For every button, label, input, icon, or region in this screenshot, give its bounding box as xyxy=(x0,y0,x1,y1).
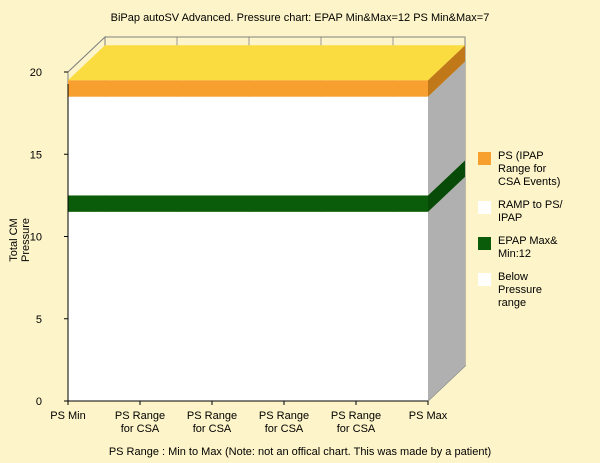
x-tick-label: PS Range for CSA xyxy=(331,410,381,435)
green-square-icon xyxy=(478,237,491,250)
gridline-side xyxy=(67,36,106,73)
x-tick-label-line: PS Range xyxy=(259,410,309,422)
series-2 xyxy=(68,61,465,196)
series-area-side xyxy=(428,176,465,401)
legend-item: EPAP Max& Min:12 xyxy=(478,235,596,261)
legend-label: RAMP to PS/IPAP xyxy=(498,199,563,225)
white-square-icon xyxy=(478,273,491,286)
x-tick-label: PS Range for CSA xyxy=(259,410,309,435)
series-3 xyxy=(68,45,465,97)
chart-series xyxy=(68,45,465,401)
y-tick-label: 5 xyxy=(36,314,42,326)
x-tick-label-line: for CSA xyxy=(121,423,160,435)
x-tick-label-line: for CSA xyxy=(337,423,376,435)
white-square-icon xyxy=(478,201,491,214)
x-tick-label: PS Min xyxy=(50,410,85,422)
x-tick-label: PS Range for CSA xyxy=(187,410,237,435)
legend-label-line: Pressure xyxy=(498,284,543,296)
series-area-front xyxy=(68,96,428,196)
series-area-front xyxy=(68,211,428,401)
x-tick-label-line: PS Range xyxy=(187,410,237,422)
series-area-side xyxy=(428,45,465,97)
x-tick-label-line: PS Range xyxy=(331,410,381,422)
x-tick-label: PS Max xyxy=(409,410,448,422)
y-axis-label-line: Pressure xyxy=(20,218,32,262)
orange-square-icon xyxy=(478,152,491,165)
series-area-front xyxy=(68,195,428,212)
legend-label: Below Pressure range xyxy=(498,271,542,310)
legend-item: RAMP to PS/IPAP xyxy=(478,199,596,225)
x-axis-label: PS Range : Min to Max (Note: not an offi… xyxy=(109,446,491,458)
x-tick-label-line: for CSA xyxy=(265,423,304,435)
legend-label-line: EPAP Max& xyxy=(498,235,558,247)
legend-item: PS (IPAP Range for CSA Events) xyxy=(478,150,596,189)
legend-label-line: Below xyxy=(498,271,528,283)
y-tick-label: 10 xyxy=(30,232,42,244)
stack-top-face xyxy=(68,45,465,81)
series-area-side xyxy=(428,61,465,196)
legend-label-line: IPAP xyxy=(498,212,523,224)
legend-label: EPAP Max& Min:12 xyxy=(498,235,558,261)
series-area-side xyxy=(428,160,465,212)
chart-legend: PS (IPAP Range for CSA Events) RAMP to PS/I… xyxy=(478,150,596,320)
legend-label-line: RAMP to PS/ xyxy=(498,199,563,211)
y-tick-label: 0 xyxy=(36,396,42,408)
x-tick-label-line: PS Min xyxy=(50,410,85,422)
series-0 xyxy=(68,176,465,401)
series-1 xyxy=(68,160,465,212)
legend-label-line: Range for xyxy=(498,163,547,175)
x-tick-label: PS Range for CSA xyxy=(115,410,165,435)
legend-item: Below Pressure range xyxy=(478,271,596,310)
legend-label-line: range xyxy=(498,297,527,309)
x-tick-label-line: for CSA xyxy=(193,423,232,435)
y-tick-label: 20 xyxy=(30,67,42,79)
legend-label-line: PS (IPAP xyxy=(498,150,544,162)
x-tick-label-line: PS Max xyxy=(409,410,448,422)
y-axis-label-text: Total CMPressure xyxy=(8,218,32,262)
legend-label-line: CSA Events) xyxy=(498,176,561,188)
y-axis-label: Total CMPressure xyxy=(8,218,32,262)
x-tick-label-line: PS Range xyxy=(115,410,165,422)
y-axis-label-line: Total CM xyxy=(8,218,20,261)
series-area-front xyxy=(68,80,428,97)
chart-title: BiPap autoSV Advanced. Pressure chart: E… xyxy=(111,12,490,24)
legend-label-line: Min:12 xyxy=(498,248,532,260)
y-tick-label: 15 xyxy=(30,149,42,161)
legend-label: PS (IPAP Range for CSA Events) xyxy=(498,150,560,189)
